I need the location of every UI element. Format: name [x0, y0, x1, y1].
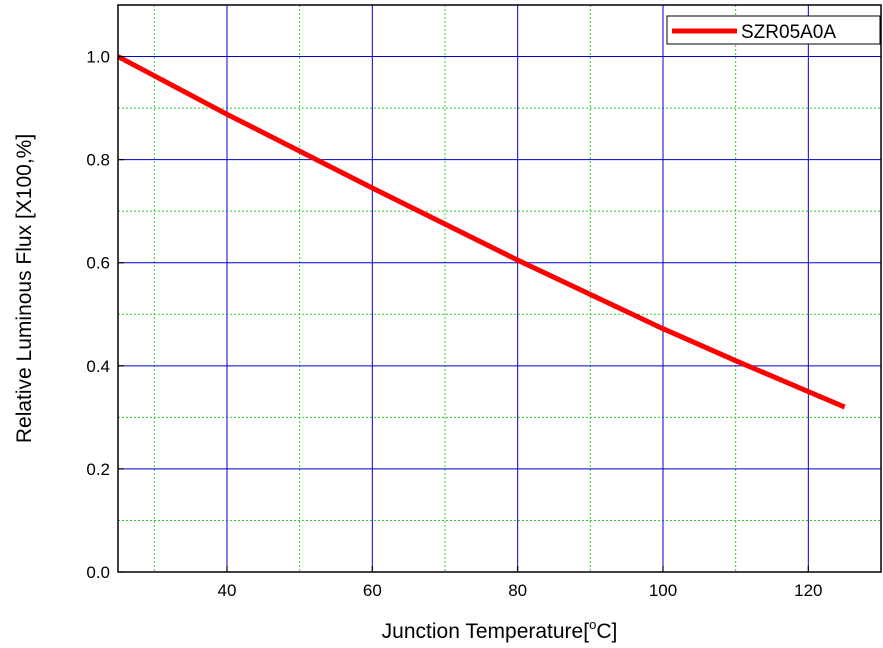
x-tick-label: 120 [794, 581, 822, 600]
y-axis-ticks: 0.0 0.2 0.4 0.6 0.8 1.0 [86, 48, 124, 582]
legend-box [666, 15, 881, 45]
x-axis-title-degree-sup: o [589, 617, 596, 632]
y-tick-label: 0.2 [86, 460, 110, 479]
x-tick-label: 40 [218, 581, 237, 600]
plot-frame [117, 4, 882, 573]
y-tick-label: 1.0 [86, 48, 110, 67]
minor-grid [118, 5, 881, 572]
series-layer [116, 54, 846, 410]
x-axis-ticks: 40 60 80 100 120 [218, 566, 823, 600]
series-line-szr05a0a [116, 54, 846, 410]
x-axis-title: Junction Temperature[oC] [382, 617, 618, 643]
major-grid [118, 5, 881, 572]
y-tick-label: 0.0 [86, 563, 110, 582]
x-tick-label: 60 [363, 581, 382, 600]
x-axis-title-unit: C] [596, 620, 617, 643]
x-tick-label: 80 [508, 581, 527, 600]
y-tick-label: 0.4 [86, 357, 110, 376]
legend-label-szr05a0a: SZR05A0A [741, 22, 836, 43]
y-tick-label: 0.6 [86, 254, 110, 273]
x-axis-title-main: Junction Temperature[ [382, 620, 590, 643]
legend: SZR05A0A [666, 15, 881, 45]
y-axis-title: Relative Luminous Flux [X100,%] [13, 134, 36, 443]
x-tick-label: 100 [649, 581, 677, 600]
y-tick-label: 0.8 [86, 151, 110, 170]
